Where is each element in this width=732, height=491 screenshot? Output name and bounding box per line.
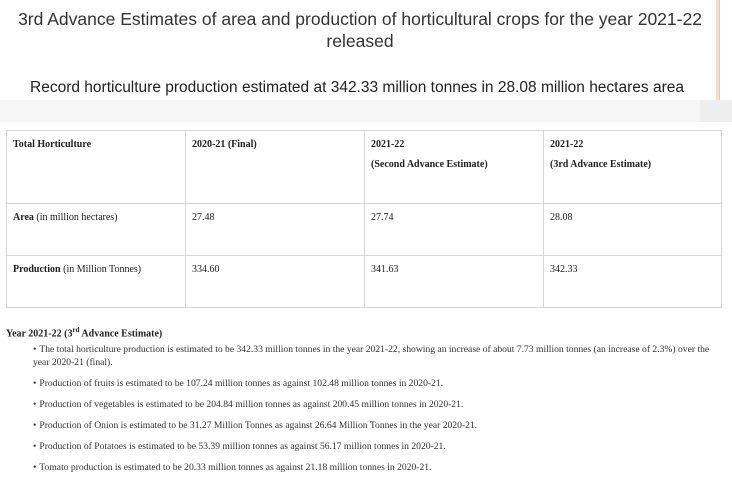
header-subtext: (3rd Advance Estimate) [550, 159, 652, 170]
table-cell: 334.60 [185, 255, 365, 308]
header-text: Total Horticulture [13, 139, 92, 150]
table-cell: 27.48 [185, 203, 365, 256]
row-label-unit: (in million hectares) [33, 212, 118, 223]
highlights-list: • The total horticulture production is es… [33, 344, 725, 483]
list-item: • Production of fruits is estimated to be… [33, 378, 725, 391]
header-cell: 2020-21 (Final) [185, 130, 365, 204]
list-item: • Tomato production is estimated to be 20… [33, 462, 725, 475]
bullet-icon: • [33, 461, 37, 473]
page-subtitle: Record horticulture production estimated… [30, 79, 684, 96]
list-item-text: Production of Potatoes is estimated to b… [39, 440, 446, 452]
table-cell: 342.33 [543, 255, 722, 308]
header-text: 2021-22 [371, 139, 405, 150]
list-item-text: The total horticulture production is est… [33, 344, 710, 368]
bullet-icon: • [33, 419, 37, 431]
list-item: • The total horticulture production is es… [33, 344, 725, 369]
bullet-icon: • [33, 398, 37, 410]
header-cell: Total Horticulture [6, 130, 186, 204]
table-header-row: Total Horticulture 2020-21 (Final) 2021-… [6, 130, 722, 204]
table-cell: 27.74 [364, 203, 544, 256]
page-edge-stripe [716, 0, 719, 100]
section-heading-sup: rd [72, 326, 80, 334]
list-item: • Production of Potatoes is estimated to … [33, 441, 725, 454]
table-cell: 28.08 [543, 203, 722, 256]
list-item-text: Production of vegetables is estimated to… [39, 398, 464, 410]
page-title: 3rd Advance Estimates of area and produc… [18, 9, 702, 51]
list-item-text: Production of Onion is estimated to be 3… [39, 419, 478, 431]
list-item: • Production of vegetables is estimated t… [33, 399, 725, 412]
separator-band-inner [0, 100, 700, 122]
row-label-bold: Area [13, 212, 34, 223]
separator-band [0, 100, 732, 122]
bullet-icon: • [33, 440, 37, 452]
table-cell: 341.63 [364, 255, 544, 308]
table-row: Area (in million hectares) 27.48 27.74 2… [6, 203, 722, 256]
row-label-unit: (in Million Tonnes) [60, 264, 142, 275]
bullet-icon: • [33, 377, 37, 389]
table-row: Production (in Million Tonnes) 334.60 34… [6, 255, 722, 308]
header-subtext: (Second Advance Estimate) [371, 159, 488, 170]
header-text: 2021-22 [550, 139, 584, 150]
bullet-icon: • [33, 344, 37, 355]
header-text: 2020-21 (Final) [192, 139, 257, 150]
row-label: Production (in Million Tonnes) [6, 255, 186, 308]
section-heading: Year 2021-22 (3rd Advance Estimate) [6, 326, 162, 339]
section-heading-prefix: Year 2021-22 (3 [6, 328, 73, 340]
estimates-table: Total Horticulture 2020-21 (Final) 2021-… [6, 130, 722, 308]
row-label: Area (in million hectares) [6, 203, 186, 256]
header-cell: 2021-22 (3rd Advance Estimate) [543, 130, 722, 204]
list-item: • Production of Onion is estimated to be … [33, 420, 725, 433]
page-edge-line [719, 0, 720, 100]
list-item-text: Production of fruits is estimated to be … [39, 377, 444, 389]
list-item-text: Tomato production is estimated to be 20.… [39, 461, 432, 473]
header-cell: 2021-22 (Second Advance Estimate) [364, 130, 544, 204]
section-heading-suffix: Advance Estimate) [79, 328, 163, 340]
row-label-bold: Production [13, 264, 61, 275]
